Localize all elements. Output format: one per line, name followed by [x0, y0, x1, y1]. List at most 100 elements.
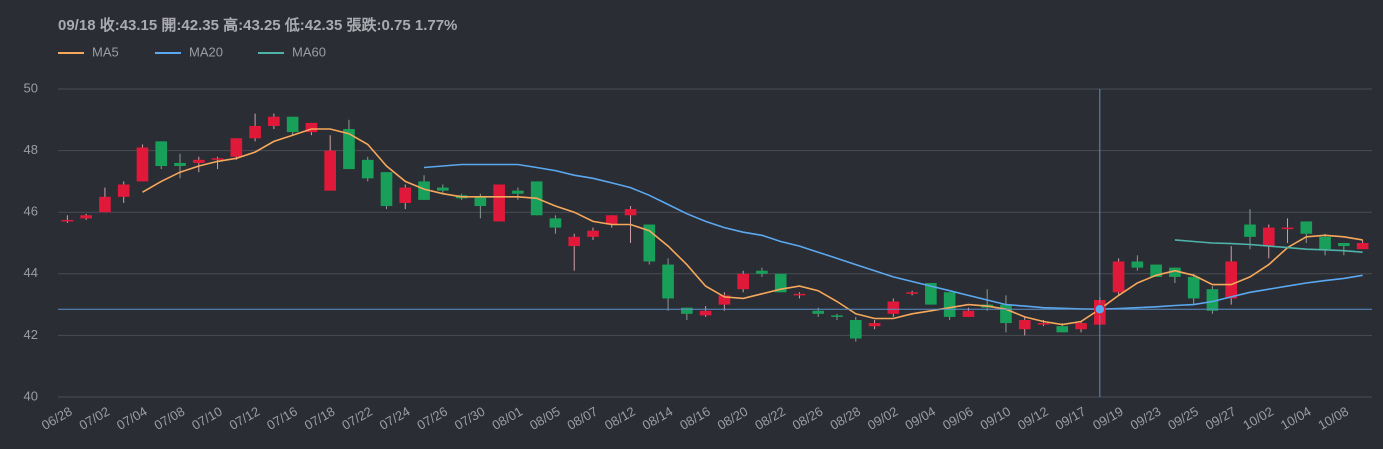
y-tick-label: 40 — [24, 388, 38, 403]
candle-body — [662, 264, 674, 299]
candle-body — [849, 320, 862, 339]
candle-body — [868, 323, 881, 327]
x-tick-label: 07/08 — [152, 404, 188, 433]
candle-body — [681, 307, 693, 314]
candle-body — [474, 196, 487, 207]
candle-body — [1225, 261, 1238, 299]
x-tick-label: 07/30 — [452, 404, 488, 433]
x-tick-label: 09/17 — [1053, 404, 1089, 433]
x-tick-label: 08/20 — [715, 404, 751, 433]
candle-body — [418, 181, 430, 200]
candle-body — [812, 310, 825, 314]
x-tick-label: 08/22 — [752, 404, 788, 433]
candle-body — [624, 209, 637, 216]
candle-body — [587, 230, 599, 237]
x-tick-label: 07/04 — [114, 404, 150, 433]
candle-body — [436, 187, 449, 191]
candle-body — [211, 158, 224, 160]
candle-body — [155, 141, 168, 166]
candle-body — [61, 219, 74, 222]
candle-body — [699, 310, 712, 316]
x-tick-label: 07/16 — [264, 404, 300, 433]
candle-body — [774, 273, 787, 293]
candle-body — [925, 283, 937, 305]
x-tick-label: 09/23 — [1128, 404, 1164, 433]
x-tick-label: 09/19 — [1090, 404, 1126, 433]
candle-body — [99, 196, 111, 213]
x-tick-label: 09/10 — [977, 404, 1013, 433]
candle-body — [1037, 323, 1050, 325]
candle-body — [192, 159, 205, 163]
candle-body — [80, 215, 92, 219]
x-tick-label: 10/08 — [1315, 404, 1351, 433]
candle-body — [117, 184, 130, 197]
candle-body — [380, 172, 393, 207]
x-tick-label: 09/04 — [902, 404, 938, 433]
x-tick-label: 07/12 — [227, 404, 263, 433]
legend-label: MA20 — [189, 44, 223, 59]
x-tick-label: 08/01 — [489, 404, 525, 433]
candle-body — [493, 184, 505, 222]
candle-body — [512, 190, 524, 194]
x-tick-label: 07/26 — [414, 404, 450, 433]
tooltip-header: 09/18 收:43.15 開:42.35 高:43.25 低:42.35 張跌… — [58, 16, 457, 34]
x-tick-label: 10/02 — [1240, 404, 1276, 433]
ma-line — [1174, 239, 1363, 253]
x-tick-label: 07/22 — [339, 404, 375, 433]
x-tick-label: 08/12 — [602, 404, 638, 433]
candle-body — [1056, 326, 1069, 333]
candle-body — [887, 301, 900, 314]
candle-body — [549, 218, 562, 228]
candle-body — [174, 162, 186, 166]
candle-body — [1281, 227, 1294, 230]
y-tick-label: 48 — [24, 142, 38, 157]
crosshair-dot — [1094, 303, 1106, 315]
candle-body — [943, 292, 956, 317]
x-tick-label: 07/10 — [189, 404, 225, 433]
legend-label: MA60 — [292, 44, 326, 59]
candle-body — [568, 236, 581, 247]
candle-body — [1169, 267, 1181, 277]
x-tick-label: 07/24 — [377, 404, 413, 433]
candle-body — [343, 129, 355, 170]
candle-body — [906, 292, 918, 294]
candle-body — [962, 310, 975, 317]
x-tick-label: 08/26 — [790, 404, 826, 433]
candle-body — [1112, 261, 1125, 293]
x-tick-label: 09/25 — [1165, 404, 1201, 433]
candle-body — [399, 187, 412, 203]
x-tick-label: 08/14 — [640, 404, 676, 433]
candle-body — [1300, 221, 1313, 234]
ma-line — [423, 163, 1363, 311]
candle-body — [831, 315, 843, 317]
candle-body — [756, 270, 768, 274]
candle-body — [643, 224, 656, 262]
y-tick-label: 50 — [24, 80, 38, 95]
candle-body — [1018, 320, 1031, 330]
candle-body — [1244, 224, 1256, 237]
x-tick-label: 07/02 — [76, 404, 112, 433]
candle-body — [1131, 261, 1144, 268]
candle-body — [1150, 264, 1162, 277]
ma-line — [142, 128, 1363, 326]
legend-label: MA5 — [92, 44, 119, 59]
x-tick-label: 08/28 — [827, 404, 863, 433]
x-tick-label: 08/05 — [527, 404, 563, 433]
y-tick-label: 42 — [24, 327, 38, 342]
candle-body — [305, 122, 318, 133]
candle-body — [718, 295, 731, 305]
x-tick-label: 09/27 — [1203, 404, 1239, 433]
x-tick-label: 06/28 — [39, 404, 75, 433]
candle-body — [737, 273, 749, 290]
x-tick-label: 10/04 — [1278, 404, 1314, 433]
candle-body — [1206, 289, 1219, 311]
candle-body — [361, 159, 374, 179]
candle-body — [1319, 236, 1331, 250]
x-tick-label: 08/16 — [677, 404, 713, 433]
candle-body — [230, 138, 243, 157]
candle-body — [136, 147, 149, 182]
candle-body — [1000, 304, 1012, 324]
candle-body — [1262, 227, 1275, 247]
x-tick-label: 09/12 — [1015, 404, 1051, 433]
